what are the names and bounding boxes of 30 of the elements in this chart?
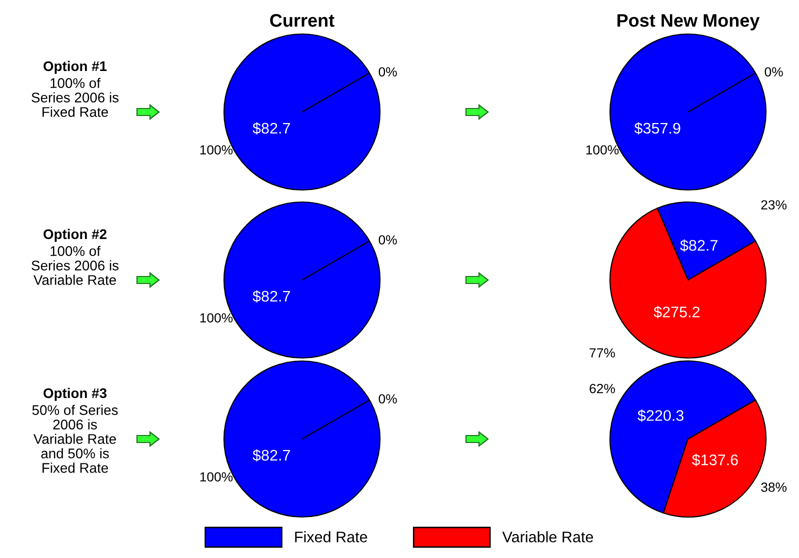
text: 38% [761,482,787,492]
text: 0% [764,67,783,77]
data-label: $82.7 [252,290,290,303]
text: 100% [200,145,233,155]
data-label: $220.3 [638,409,684,422]
text: Option #1 [44,60,107,74]
text: 23% [761,200,787,210]
data-label: $82.7 [252,122,290,135]
legend-label: Fixed Rate [295,531,368,542]
data-label: $275.2 [654,306,700,318]
text: 50% of Series 2006 is Variable Rate and 50% is Fixed Rate [32,404,118,473]
text: 0% [378,67,397,77]
text: 0% [378,235,397,245]
text: 100% [586,145,619,155]
chart-title: Current [270,14,334,27]
data-label: $82.7 [252,449,290,462]
data-label: $137.6 [692,454,738,466]
data-label: $82.7 [680,239,718,252]
text: 100% [200,472,233,482]
data-label: $357.9 [634,122,680,135]
chart-title: Post New Money [617,14,760,30]
text: 100% of Series 2006 is Fixed Rate [32,78,119,117]
text: Option #3 [44,388,107,401]
legend-label: Variable Rate [502,531,594,542]
text: 100% of Series 2006 is Variable Rate [32,246,119,285]
text: Option #2 [44,228,106,242]
text: 62% [590,384,615,394]
text: 100% [200,313,233,323]
text: 0% [378,394,397,404]
text: 77% [590,348,615,358]
